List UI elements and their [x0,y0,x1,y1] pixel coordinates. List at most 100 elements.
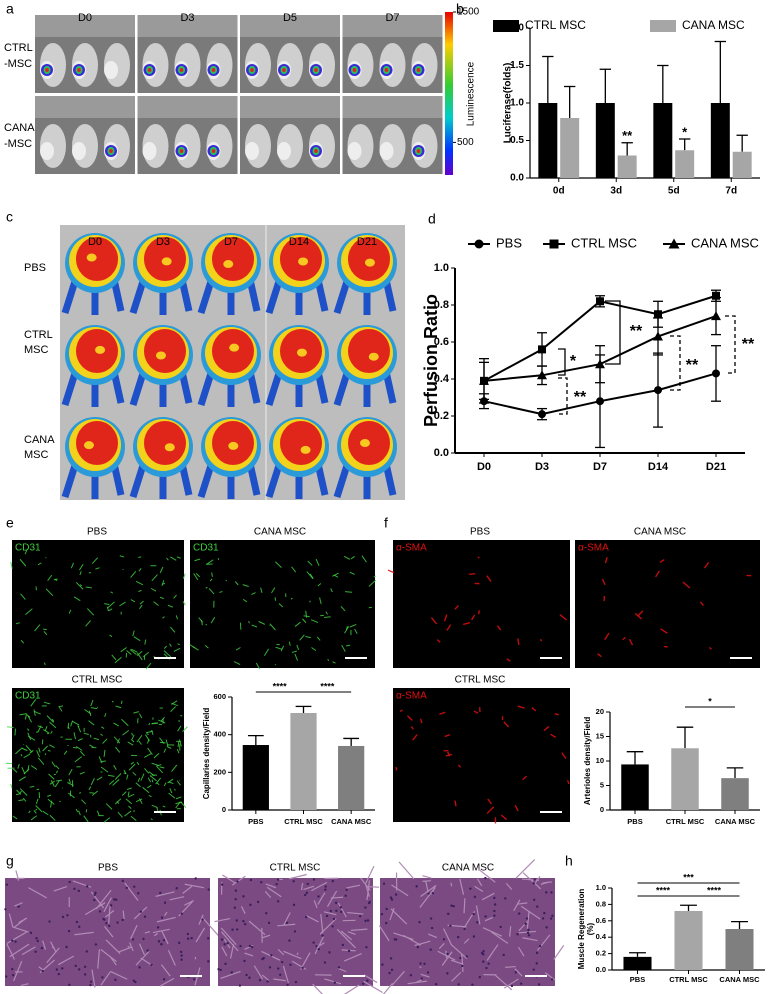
nucleus [162,939,166,942]
y-tick-label: 0 [222,805,226,814]
nucleus [289,963,292,966]
nucleus [312,878,316,881]
perfusion-spot [83,441,94,450]
perfusion-high [280,421,322,465]
x-tick-label: PBS [248,817,263,826]
vessel [192,645,199,651]
nucleus [317,895,320,898]
vessel [51,718,55,722]
fiber-border [135,950,150,966]
fiber-border [337,902,347,918]
fiber-border [306,915,319,923]
nucleus [105,922,108,925]
perfusion-spot [296,348,307,357]
nucleus [11,967,14,971]
vessel [30,815,38,821]
nucleus [57,972,61,976]
nucleus [162,978,166,981]
nucleus [239,944,242,948]
vessel [325,611,328,615]
vessel [74,756,83,763]
vessel [44,725,48,731]
fiber-border [105,939,121,955]
vessel [162,582,166,585]
vessel [29,785,35,788]
nucleus [267,921,271,925]
vessel [147,784,152,789]
fiber-border [503,978,519,989]
vessel [132,771,137,776]
fiber-border [27,887,47,899]
vessel [83,815,89,823]
nucleus [430,926,434,930]
fiber-border [108,905,111,924]
fiber-border [482,927,503,937]
vessel [177,741,180,748]
fiber-border [42,940,47,950]
vessel [173,594,177,599]
nucleus [109,904,113,907]
significance: ** [686,357,699,374]
vessel [659,559,665,563]
fiber-border [264,890,272,898]
nucleus [380,913,384,916]
nucleus [543,911,546,915]
vessel [471,614,476,621]
fiber-border [296,952,299,956]
vessel [42,810,49,816]
signal-core [282,68,286,72]
vessel [46,732,50,735]
nucleus [61,915,65,919]
fiber-border [420,973,430,978]
fiber-border [110,970,128,980]
legend-swatch [650,20,676,32]
nucleus [276,878,280,881]
vessel [315,558,320,567]
nucleus [194,877,197,880]
fiber-border [6,943,16,960]
signal-core [147,68,152,72]
nucleus [487,962,490,965]
nucleus [429,948,432,951]
fiber-border [320,914,324,934]
nucleus [234,898,237,901]
vessel [50,780,55,787]
vessel [350,556,355,560]
nucleus [471,983,474,986]
nucleus [192,978,196,981]
fiber-border [542,881,553,884]
nucleus [305,891,309,895]
nucleus [93,898,96,902]
significance-bracket [670,335,681,391]
x-tick-label: PBS [627,817,642,826]
nucleus [78,968,81,971]
row-label: MSC [24,344,49,356]
nucleus [238,984,242,987]
vessel [251,592,256,596]
row-label: -MSC [4,138,32,150]
signal-core [416,149,421,153]
vessel [7,726,14,728]
fiber-border [438,942,445,950]
y-tick-label: 0.8 [434,299,449,311]
vessel [79,771,85,775]
fluorescence-image [190,540,375,668]
perfusion-spot [364,258,375,267]
fiber-border [414,940,431,947]
nucleus [233,906,237,909]
nucleus [94,891,97,894]
nucleus [250,945,254,949]
vessel [180,714,183,717]
nucleus [431,891,435,895]
fiber-border [84,902,106,916]
nucleus [180,912,184,915]
nucleus [262,956,265,960]
vessel [49,721,57,729]
nucleus [301,966,304,969]
fiber-border [389,908,395,921]
fiber-border [53,885,68,892]
nucleus [538,944,542,948]
vessel [111,700,114,703]
vessel [108,608,113,612]
signal-core [109,149,113,153]
